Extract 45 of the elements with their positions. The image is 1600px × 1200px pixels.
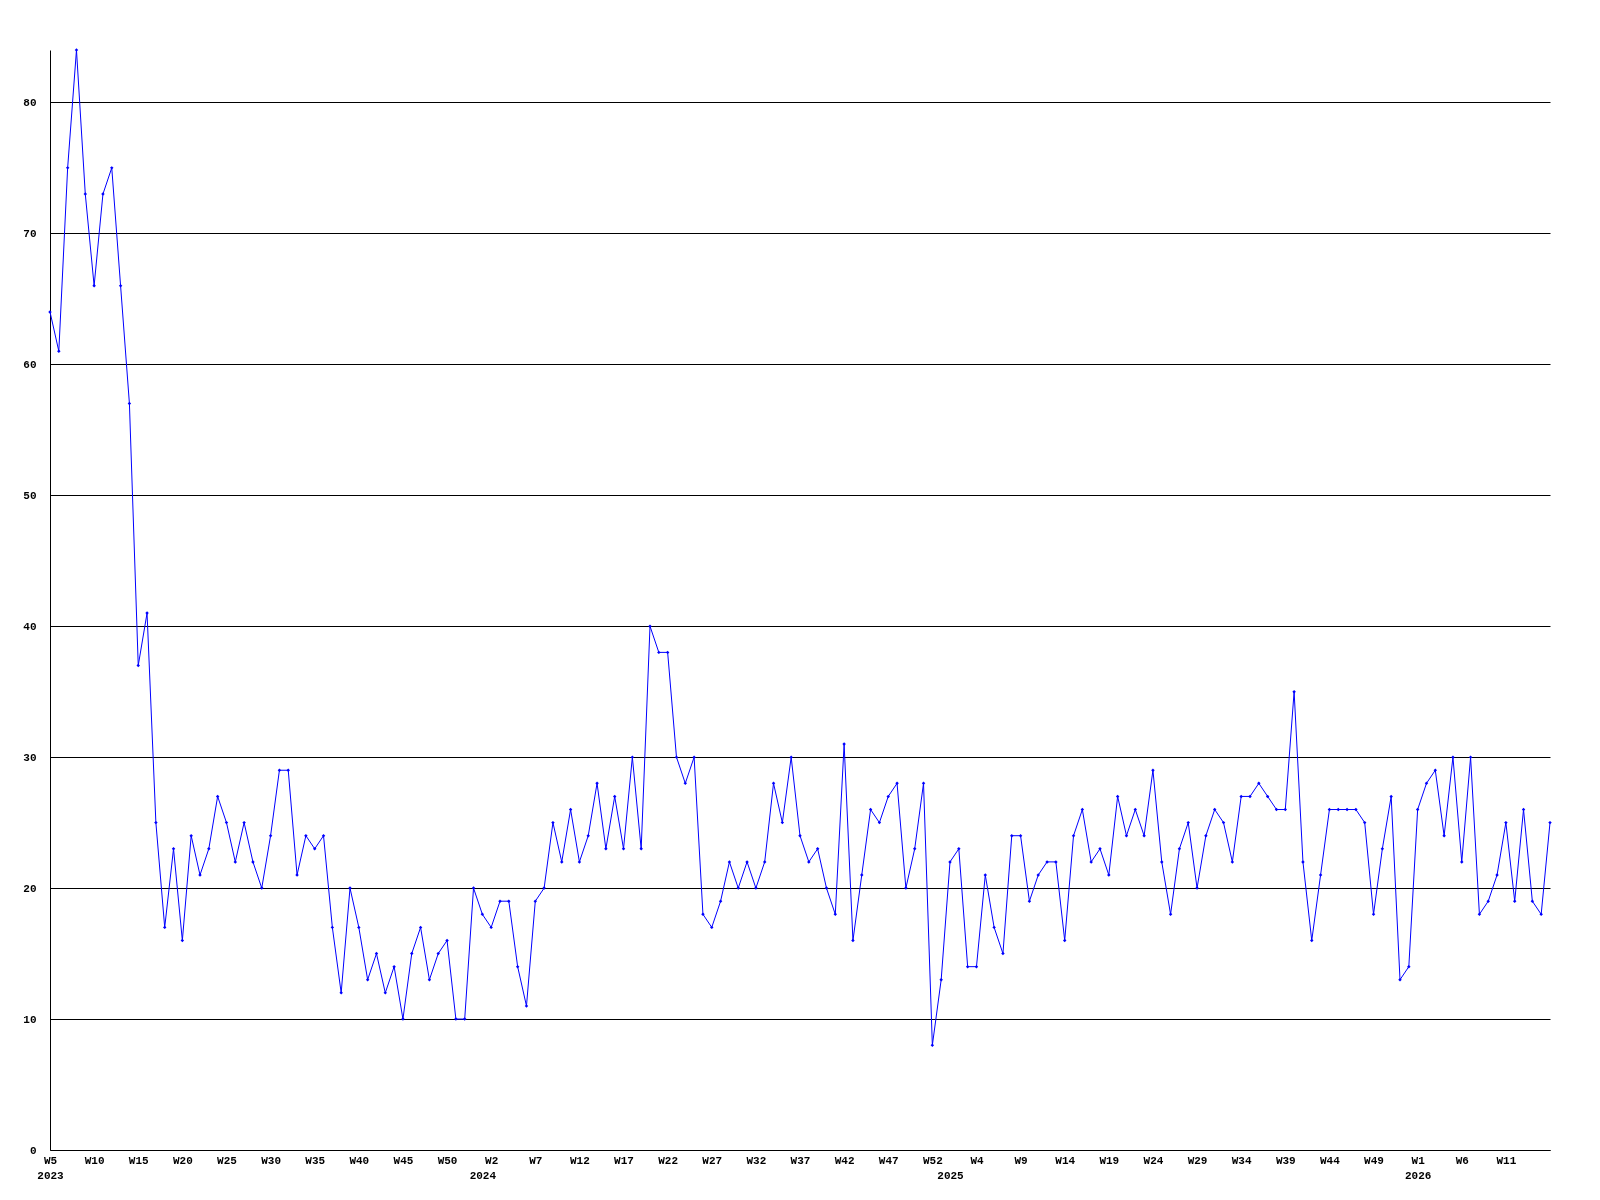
- x-tick-label: W34: [1231, 1154, 1252, 1167]
- x-tick-label: W44: [1320, 1154, 1341, 1167]
- y-tick-label: 60: [23, 358, 37, 371]
- x-tick-label: W6: [1455, 1154, 1469, 1167]
- x-tick-label: W32: [746, 1154, 767, 1167]
- x-tick-label: W17: [614, 1154, 634, 1167]
- x-tick-label: W20: [172, 1154, 193, 1167]
- x-tick-label: W45: [393, 1154, 414, 1167]
- y-tick-label: 70: [23, 227, 37, 240]
- y-tick-label: 0: [29, 1144, 37, 1157]
- x-tick-label: W2: [485, 1154, 499, 1167]
- x-tick-label: W40: [349, 1154, 370, 1167]
- x-tick-label: W7: [529, 1154, 543, 1167]
- x-tick-label: W22: [658, 1154, 679, 1167]
- x-tick-label: 2024: [469, 1169, 497, 1182]
- x-tick-label: W10: [84, 1154, 105, 1167]
- x-tick-label: W52: [922, 1154, 943, 1167]
- x-tick-label: W15: [128, 1154, 150, 1167]
- x-tick-label: W29: [1187, 1154, 1208, 1167]
- x-tick-label: 2025: [937, 1169, 965, 1182]
- x-tick-label: W14: [1055, 1154, 1076, 1167]
- x-tick-label: W30: [261, 1154, 281, 1167]
- y-tick-label: 50: [23, 489, 37, 502]
- y-tick-label: 30: [23, 751, 37, 764]
- x-tick-label: W49: [1364, 1154, 1384, 1167]
- x-tick-label: W9: [1014, 1154, 1028, 1167]
- x-tick-label: W42: [834, 1154, 855, 1167]
- x-tick-label: W47: [878, 1154, 899, 1167]
- x-tick-label: W12: [570, 1154, 590, 1167]
- x-tick-label: W35: [305, 1154, 326, 1167]
- x-tick-label: W25: [217, 1154, 238, 1167]
- x-tick-label: W11: [1496, 1154, 1517, 1167]
- y-tick-label: 20: [23, 882, 37, 895]
- x-tick-label: W50: [437, 1154, 458, 1167]
- x-tick-label: W37: [790, 1154, 811, 1167]
- x-tick-label: W27: [702, 1154, 723, 1167]
- x-tick-label: W39: [1275, 1154, 1296, 1167]
- x-tick-label: W24: [1143, 1154, 1164, 1167]
- x-tick-label: W1 2026: [1404, 1154, 1432, 1182]
- y-tick-label: 40: [23, 620, 37, 633]
- x-tick-label: W19: [1099, 1154, 1120, 1167]
- x-tick-label: W4: [970, 1154, 984, 1167]
- x-tick-label: W5 2023: [37, 1154, 65, 1182]
- y-tick-label: 80: [23, 96, 37, 109]
- y-tick-label: 10: [23, 1013, 37, 1026]
